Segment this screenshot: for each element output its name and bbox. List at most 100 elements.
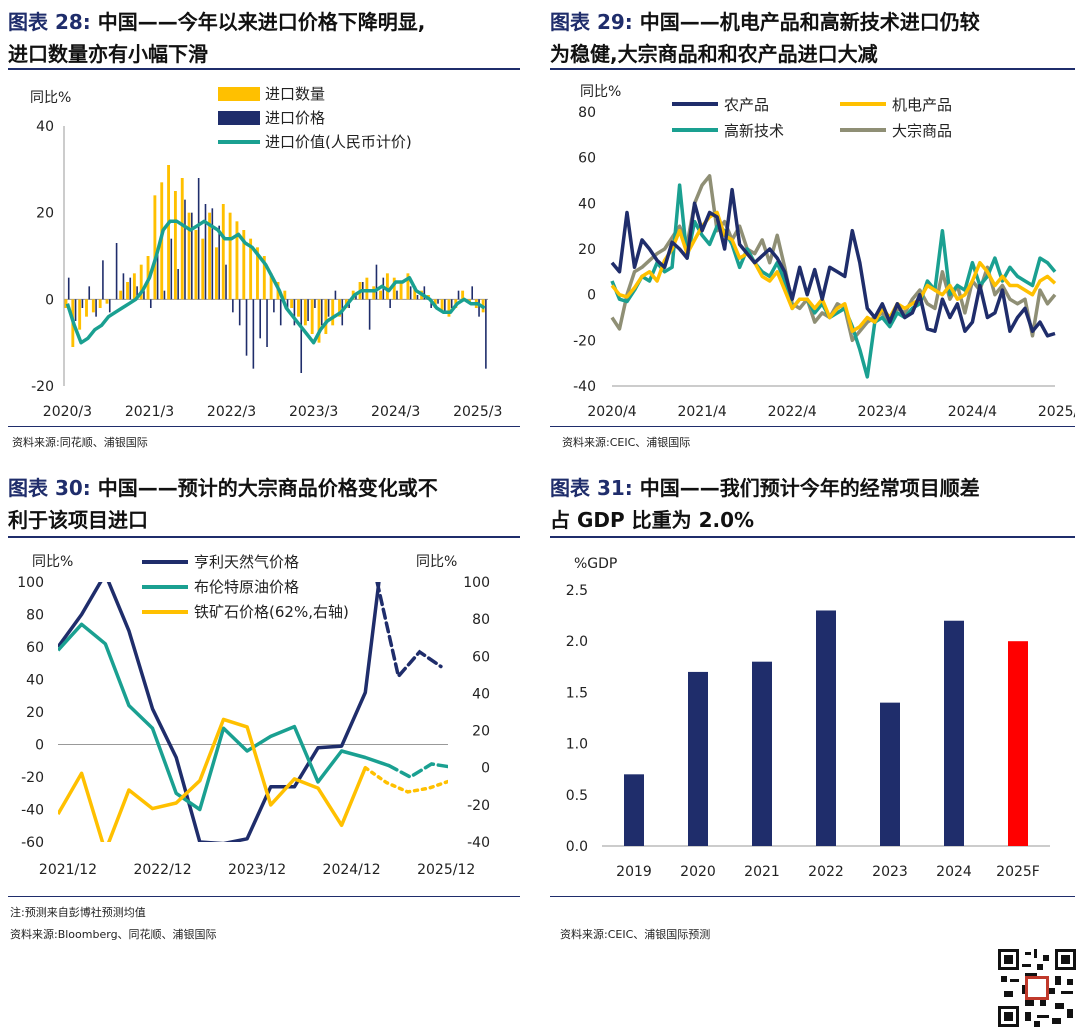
chart-30-source: 资料来源:Bloomberg、同花顺、浦银国际 xyxy=(10,928,217,941)
forecast-iron xyxy=(363,765,448,794)
y-tick-label-right: 80 xyxy=(472,612,490,628)
bar-quantity xyxy=(303,299,307,326)
bar-price xyxy=(177,269,179,300)
bar-price xyxy=(197,178,200,300)
x-tick-label: 2022/12 xyxy=(133,862,191,878)
bar-quantity xyxy=(372,286,376,300)
bar-2019 xyxy=(624,774,644,846)
forecast-gas xyxy=(375,582,443,681)
x-tick-label: 2024/4 xyxy=(948,404,997,420)
bar-quantity xyxy=(324,299,328,334)
bar-quantity xyxy=(139,264,143,300)
bar-price xyxy=(95,299,97,317)
y-tick-label: 0 xyxy=(45,292,54,308)
x-tick-label: 2024 xyxy=(936,864,972,880)
bar-price xyxy=(245,299,248,356)
x-tick-label: 2025/3 xyxy=(453,404,502,420)
bar-price xyxy=(300,299,303,373)
y-tick-label: 0.0 xyxy=(566,839,588,855)
bar-quantity xyxy=(242,230,246,300)
panel-chart-29: 图表 29: 中国——机电产品和高新技术进口仍较 为稳健,大宗商品和和农产品进口… xyxy=(550,6,1075,456)
y-axis-label: 同比% xyxy=(30,90,71,106)
chart-28-title: 图表 28: 中国——今年以来进口价格下降明显, 进口数量亦有小幅下滑 xyxy=(8,10,426,66)
bar-price xyxy=(108,299,111,313)
legend-swatch xyxy=(218,111,260,125)
y-tick-label-right: -20 xyxy=(467,798,490,814)
x-tick-label: 2020 xyxy=(680,864,716,880)
chart-29-plot: 同比% -40 -20 0 20 40 60 80 2020/4 2021/4 2022/4 2023… xyxy=(573,84,1075,420)
y-tick-label: -40 xyxy=(21,803,44,819)
bar-quantity xyxy=(119,290,123,300)
x-tick-label: 2019 xyxy=(616,864,652,880)
legend-label: 布伦特原油价格 xyxy=(194,578,299,596)
chart-31-plot: %GDP 0.0 0.5 1.0 1.5 2.0 2.5 2019 2020 2021 2022 20… xyxy=(566,556,1050,880)
x-tick-label: 2023/3 xyxy=(289,404,338,420)
plot-lines xyxy=(58,582,448,842)
bar-quantity xyxy=(385,273,389,300)
y-tick-label: 20 xyxy=(578,242,596,258)
bar-price xyxy=(211,208,214,300)
bar-quantity xyxy=(283,290,287,300)
legend-label: 进口价格 xyxy=(265,109,325,127)
x-tick-label: 2023 xyxy=(872,864,908,880)
bar-price xyxy=(450,299,453,308)
y-tick-label: 40 xyxy=(36,119,54,135)
bar-quantity xyxy=(98,299,102,308)
bar-price xyxy=(485,299,487,369)
bar-quantity xyxy=(180,178,184,300)
panel-chart-28: 图表 28: 中国——今年以来进口价格下降明显, 进口数量亦有小幅下滑 同比% -… xyxy=(8,6,520,456)
y-tick-label: 40 xyxy=(578,196,596,212)
bar-price xyxy=(266,299,268,347)
bar-price xyxy=(423,286,426,300)
y-axis-label: 同比% xyxy=(580,84,621,100)
bar-price xyxy=(437,299,439,304)
x-tick-label: 2025/4 xyxy=(1038,404,1075,420)
y-axis-label-right: 同比% xyxy=(416,554,457,570)
bar-price xyxy=(74,299,77,321)
title-rule xyxy=(550,68,1075,70)
y-tick-label: 20 xyxy=(26,705,44,721)
bar-price xyxy=(293,299,296,326)
bar-price xyxy=(320,299,323,326)
chart-28-plot: 同比% -20 0 20 40 2020/3 2021/3 2022/3 2023/3 2024/… xyxy=(30,85,502,420)
bar-quantity xyxy=(126,282,129,300)
bar-quantity xyxy=(413,286,417,300)
bar-quantity xyxy=(214,247,218,300)
bar-quantity xyxy=(208,212,212,300)
bar-price xyxy=(457,290,460,300)
bar-quantity xyxy=(78,299,82,330)
title-rule xyxy=(8,68,520,70)
bar-price xyxy=(129,277,132,300)
bar-price xyxy=(102,260,104,300)
x-tick-label: 2025F xyxy=(996,864,1040,880)
source-rule xyxy=(550,426,1075,427)
bar-price xyxy=(122,273,125,300)
y-tick-label: -20 xyxy=(21,770,44,786)
chart-29-title: 图表 29: 中国——机电产品和高新技术进口仍较 为稳健,大宗商品和和农产品进口… xyxy=(550,10,980,66)
chart-31-source: 资料来源:CEIC、浦银国际预测 xyxy=(560,928,711,941)
bar-quantity xyxy=(187,212,191,300)
bar-2025F xyxy=(1008,641,1028,846)
bar-quantity xyxy=(297,299,300,317)
bar-price xyxy=(396,290,398,300)
bar-quantity xyxy=(167,165,170,300)
x-tick-label: 2021/12 xyxy=(39,862,97,878)
bar-quantity xyxy=(399,282,403,300)
bar-price xyxy=(478,299,480,317)
bar-quantity xyxy=(310,299,314,334)
y-tick-label: 0 xyxy=(587,288,596,304)
panel-chart-31: 图表 31: 中国——我们预计今年的经常项目顺差 占 GDP 比重为 2.0% … xyxy=(550,472,1075,942)
bar-quantity xyxy=(365,277,369,300)
bar-quantity xyxy=(249,238,253,300)
y-tick-label-right: 40 xyxy=(472,686,490,702)
chart-31-title: 图表 31: 中国——我们预计今年的经常项目顺差 占 GDP 比重为 2.0% xyxy=(550,476,980,532)
legend-label: 大宗商品 xyxy=(892,122,952,140)
bar-price xyxy=(232,299,234,313)
bar-quantity xyxy=(338,299,341,317)
x-tick-label: 2022/3 xyxy=(207,404,256,420)
bar-price xyxy=(184,199,186,300)
y-tick-label: 0.5 xyxy=(566,788,588,804)
legend-label: 农产品 xyxy=(724,96,769,114)
x-tick-label: 2023/12 xyxy=(228,862,286,878)
chart-30-plot: 同比% 同比% -60 -40 -20 0 20 40 60 80 100 -40 -20 0 20 40 60… xyxy=(17,553,490,878)
